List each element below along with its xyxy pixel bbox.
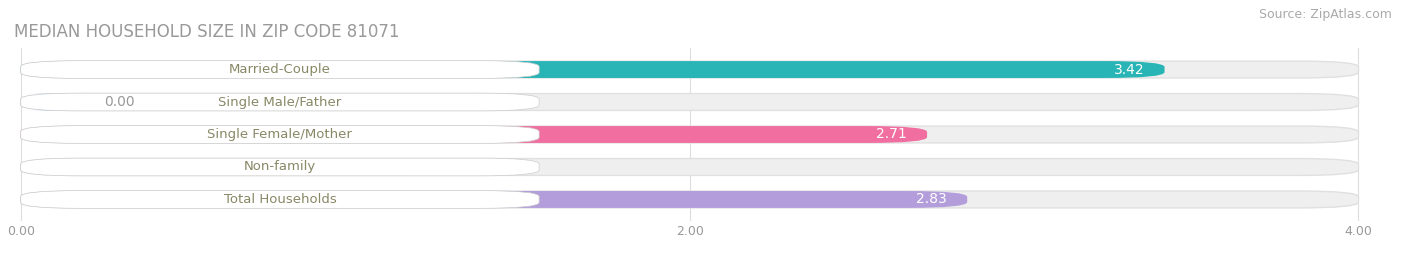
FancyBboxPatch shape bbox=[21, 61, 1164, 78]
FancyBboxPatch shape bbox=[21, 61, 1358, 78]
Text: Total Households: Total Households bbox=[224, 193, 336, 206]
FancyBboxPatch shape bbox=[21, 126, 538, 143]
Text: Non-family: Non-family bbox=[243, 161, 316, 174]
FancyBboxPatch shape bbox=[21, 191, 1358, 208]
FancyBboxPatch shape bbox=[21, 158, 538, 176]
Text: 1.27: 1.27 bbox=[395, 160, 426, 174]
FancyBboxPatch shape bbox=[21, 191, 967, 208]
Text: Single Female/Mother: Single Female/Mother bbox=[208, 128, 353, 141]
Text: Single Male/Father: Single Male/Father bbox=[218, 95, 342, 108]
Text: Married-Couple: Married-Couple bbox=[229, 63, 330, 76]
FancyBboxPatch shape bbox=[21, 191, 538, 208]
FancyBboxPatch shape bbox=[21, 158, 1358, 175]
FancyBboxPatch shape bbox=[21, 126, 1358, 143]
FancyBboxPatch shape bbox=[21, 126, 927, 143]
Text: 2.71: 2.71 bbox=[876, 128, 907, 141]
FancyBboxPatch shape bbox=[21, 93, 538, 111]
Text: 3.42: 3.42 bbox=[1114, 62, 1144, 77]
FancyBboxPatch shape bbox=[21, 94, 82, 111]
Text: Source: ZipAtlas.com: Source: ZipAtlas.com bbox=[1258, 8, 1392, 21]
Text: 2.83: 2.83 bbox=[917, 192, 948, 207]
FancyBboxPatch shape bbox=[21, 94, 1358, 111]
Text: 0.00: 0.00 bbox=[104, 95, 135, 109]
FancyBboxPatch shape bbox=[21, 158, 446, 175]
Text: MEDIAN HOUSEHOLD SIZE IN ZIP CODE 81071: MEDIAN HOUSEHOLD SIZE IN ZIP CODE 81071 bbox=[14, 23, 399, 41]
FancyBboxPatch shape bbox=[21, 61, 538, 78]
